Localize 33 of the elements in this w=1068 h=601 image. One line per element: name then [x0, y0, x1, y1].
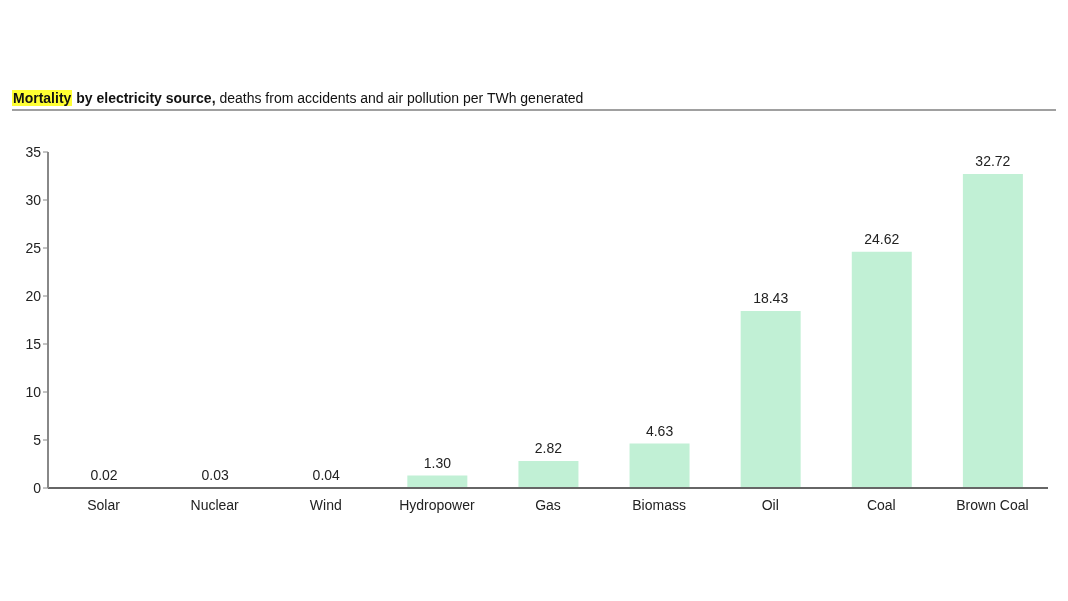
bar: [962, 173, 1023, 488]
x-tick-label: Gas: [535, 496, 561, 513]
data-label: 0.03: [201, 466, 229, 483]
data-label: 0.04: [312, 466, 341, 483]
bar: [851, 251, 912, 488]
bar: [740, 311, 801, 488]
y-tick-label: 5: [33, 431, 42, 448]
y-tick-label: 25: [25, 239, 42, 256]
x-tick-label: Biomass: [632, 496, 686, 513]
y-tick-label: 30: [25, 191, 42, 208]
data-label: 1.30: [423, 454, 452, 471]
y-tick-label: 20: [25, 287, 42, 304]
y-tick-label: 15: [25, 335, 42, 352]
data-label: 2.82: [534, 439, 563, 456]
bar: [629, 443, 690, 488]
x-tick-label: Solar: [87, 496, 121, 513]
y-tick-label: 10: [25, 383, 42, 400]
y-tick-label: 0: [33, 479, 42, 496]
x-tick-label: Nuclear: [190, 496, 240, 513]
x-tick-label: Brown Coal: [956, 496, 1029, 513]
data-label: 18.43: [753, 290, 789, 307]
x-tick-label: Wind: [309, 496, 342, 513]
x-tick-label: Oil: [761, 496, 779, 513]
x-tick-label: Hydropower: [399, 496, 475, 513]
bar: [518, 460, 579, 488]
chart-title: Mortality by electricity source,: [12, 90, 216, 106]
data-label: 32.72: [975, 152, 1011, 169]
data-label: 4.63: [645, 422, 674, 439]
x-tick-label: Coal: [866, 496, 896, 513]
chart-subtitle: deaths from accidents and air pollution per TWh generated: [219, 90, 584, 106]
data-label: 0.02: [90, 466, 118, 483]
data-label: 24.62: [864, 230, 900, 247]
y-tick-label: 35: [25, 143, 42, 160]
